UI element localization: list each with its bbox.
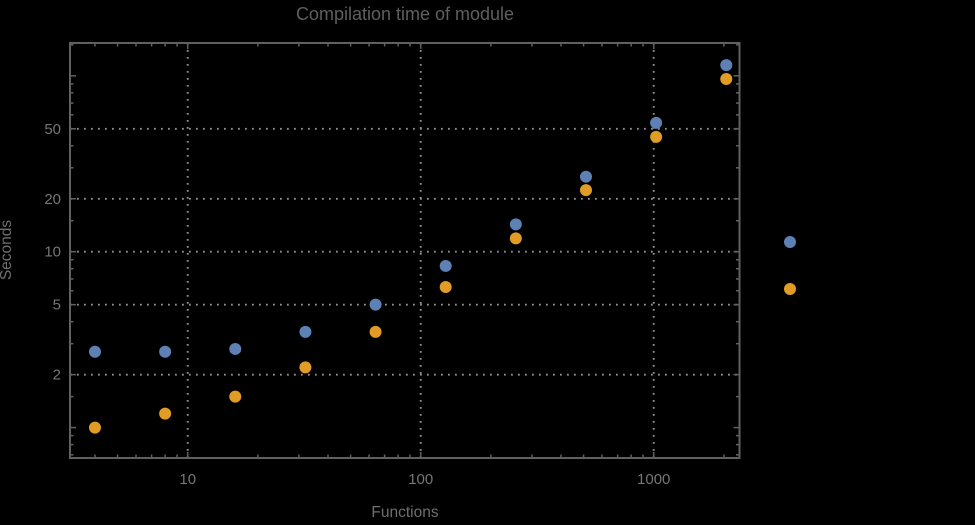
data-point-series-2-orange (509, 232, 522, 245)
data-point-series-1-blue (159, 345, 172, 358)
data-point-series-2-orange (299, 361, 312, 374)
x-tick-label: 1000 (637, 471, 670, 488)
x-axis-label: Functions (371, 504, 439, 521)
data-point-series-2-orange (650, 130, 663, 143)
chart-title: Compilation time of module (295, 4, 515, 24)
data-point-series-2-orange (579, 184, 592, 197)
legend-marker-1 (784, 236, 796, 248)
data-point-series-1-blue (720, 59, 733, 72)
data-point-series-1-blue (439, 259, 452, 272)
data-point-series-2-orange (88, 421, 101, 434)
data-point-series-1-blue (650, 116, 663, 129)
data-point-series-2-orange (229, 390, 242, 403)
data-point-series-1-blue (299, 325, 312, 338)
data-point-series-1-blue (509, 218, 522, 231)
legend-marker-2 (784, 283, 796, 295)
plot-frame (69, 42, 741, 459)
x-tick-label: 100 (408, 471, 433, 488)
y-tick-label: 50 (44, 121, 61, 138)
y-tick-label: 2 (53, 367, 61, 384)
y-tick-label: 20 (44, 191, 61, 208)
data-point-series-2-orange (159, 407, 172, 420)
data-point-series-2-orange (720, 72, 733, 85)
data-point-series-1-blue (369, 298, 382, 311)
data-point-series-1-blue (88, 345, 101, 358)
x-tick-label: 10 (179, 471, 196, 488)
y-tick-label: 10 (44, 244, 61, 261)
data-point-series-1-blue (229, 342, 242, 355)
data-point-series-2-orange (369, 325, 382, 338)
y-tick-label: 5 (53, 297, 61, 314)
data-point-series-2-orange (439, 280, 452, 293)
data-point-series-1-blue (579, 170, 592, 183)
